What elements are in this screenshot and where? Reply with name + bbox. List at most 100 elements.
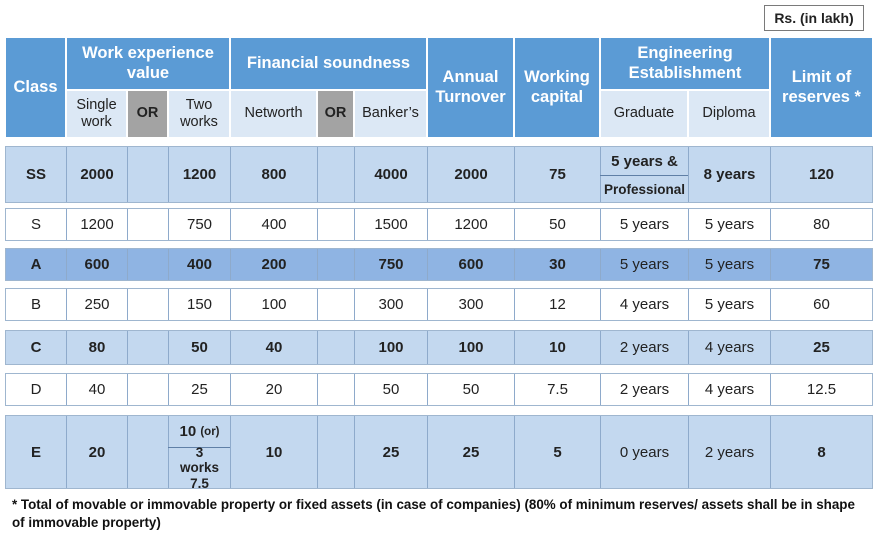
cell-turnover: 300 (427, 289, 514, 320)
cell-diploma: 5 years (688, 249, 770, 280)
cell-limit: 60 (770, 289, 872, 320)
cell-bankers: 50 (354, 374, 427, 405)
cell-working-capital: 5 (514, 416, 600, 488)
cell-turnover: 100 (427, 331, 514, 364)
cell-class: B (30, 296, 41, 313)
cell-or (127, 289, 168, 320)
cell-diploma: 5 years (688, 209, 770, 240)
cell-graduate: 0 years (600, 416, 688, 488)
subheader-bankers: Banker’s (354, 90, 427, 138)
cell-networth: 200 (230, 249, 317, 280)
cell-graduate-top: 5 years & (600, 147, 688, 175)
cell-or (127, 416, 168, 488)
cell-diploma: 4 years (688, 374, 770, 405)
cell-turnover: 50 (427, 374, 514, 405)
cell-turnover: 1200 (427, 209, 514, 240)
cell-or (127, 147, 168, 202)
header-work-experience: Work experience value (66, 37, 230, 90)
cell-networth: 40 (230, 331, 317, 364)
cell-single-work: 2000 (66, 147, 127, 202)
cell-or (317, 416, 354, 488)
cell-working-capital: 12 (514, 289, 600, 320)
cell-networth: 20 (230, 374, 317, 405)
cell-limit: 75 (770, 249, 872, 280)
cell-or (317, 209, 354, 240)
cell-limit: 80 (770, 209, 872, 240)
cell-two-works: 150 (168, 289, 230, 320)
cell-or (317, 331, 354, 364)
cell-or (127, 331, 168, 364)
subheader-diploma: Diploma (688, 90, 770, 138)
cell-diploma: 2 years (688, 416, 770, 488)
header-engineering-establishment: Engineering Establishment (600, 37, 770, 90)
table-row-b: B 250 150 100 300 300 12 4 years 5 years… (5, 288, 873, 321)
cell-graduate: 5 years (600, 249, 688, 280)
cell-class: D (30, 381, 42, 398)
cell-bankers: 100 (354, 331, 427, 364)
table-row-e: E 20 10 (or) 3 works 7.5 10 25 25 5 0 ye… (5, 415, 873, 491)
cell-two-works: 50 (168, 331, 230, 364)
cell-two-works-value: 10 (179, 423, 197, 440)
cell-class: E (30, 443, 41, 461)
cell-graduate: 5 years (600, 209, 688, 240)
cell-diploma: 5 years (688, 289, 770, 320)
cell-limit: 25 (770, 331, 872, 364)
cell-graduate: 2 years (600, 331, 688, 364)
cell-single-work: 250 (66, 289, 127, 320)
cell-class: S (30, 216, 41, 233)
table-row-d: D 40 25 20 50 50 7.5 2 years 4 years 12.… (5, 373, 873, 406)
cell-two-works-bottom: 3 works 7.5 (168, 445, 230, 491)
cell-bankers: 300 (354, 289, 427, 320)
header-annual-turnover: Annual Turnover (427, 37, 514, 138)
cell-two-works-or: (or) (200, 425, 220, 438)
cell-single-work: 1200 (66, 209, 127, 240)
cell-two-works: 25 (168, 374, 230, 405)
cell-or (317, 249, 354, 280)
cell-single-work: 600 (66, 249, 127, 280)
cell-two-works: 1200 (168, 147, 230, 202)
unit-label: Rs. (in lakh) (764, 5, 864, 31)
cell-limit: 120 (770, 147, 872, 202)
cell-limit: 12.5 (770, 374, 872, 405)
cell-bankers: 750 (354, 249, 427, 280)
table-row-ss: SS 2000 1200 800 4000 2000 75 5 years & … (5, 146, 873, 203)
cell-turnover: 2000 (427, 147, 514, 202)
cell-divider (600, 175, 688, 176)
cell-bankers: 4000 (354, 147, 427, 202)
cell-bankers: 25 (354, 416, 427, 488)
cell-class: C (30, 339, 42, 356)
cell-graduate-bottom: Professional (600, 176, 688, 202)
table-row-a: A 600 400 200 750 600 30 5 years 5 years… (5, 248, 873, 281)
cell-single-work: 40 (66, 374, 127, 405)
cell-working-capital: 7.5 (514, 374, 600, 405)
cell-divider (168, 447, 230, 448)
cell-working-capital: 10 (514, 331, 600, 364)
cell-single-work: 80 (66, 331, 127, 364)
subheader-or: OR (317, 90, 354, 138)
cell-working-capital: 50 (514, 209, 600, 240)
header-working-capital: Working capital (514, 37, 600, 138)
cell-or (317, 147, 354, 202)
subheader-or: OR (127, 90, 168, 138)
table-row-c: C 80 50 40 100 100 10 2 years 4 years 25 (5, 330, 873, 365)
subheader-single-work: Single work (66, 90, 127, 138)
cell-graduate: 2 years (600, 374, 688, 405)
cell-graduate: 4 years (600, 289, 688, 320)
cell-or (127, 374, 168, 405)
cell-networth: 400 (230, 209, 317, 240)
cell-diploma: 8 years (688, 147, 770, 202)
cell-working-capital: 75 (514, 147, 600, 202)
header-class: Class (5, 37, 66, 138)
cell-or (317, 374, 354, 405)
cell-class: SS (25, 166, 46, 183)
cell-bankers: 1500 (354, 209, 427, 240)
cell-single-work: 20 (66, 416, 127, 488)
cell-or (127, 209, 168, 240)
table-row-s: S 1200 750 400 1500 1200 50 5 years 5 ye… (5, 208, 873, 241)
cell-limit: 8 (770, 416, 872, 488)
cell-diploma: 4 years (688, 331, 770, 364)
cell-or (317, 289, 354, 320)
cell-networth: 100 (230, 289, 317, 320)
cell-turnover: 600 (427, 249, 514, 280)
cell-working-capital: 30 (514, 249, 600, 280)
